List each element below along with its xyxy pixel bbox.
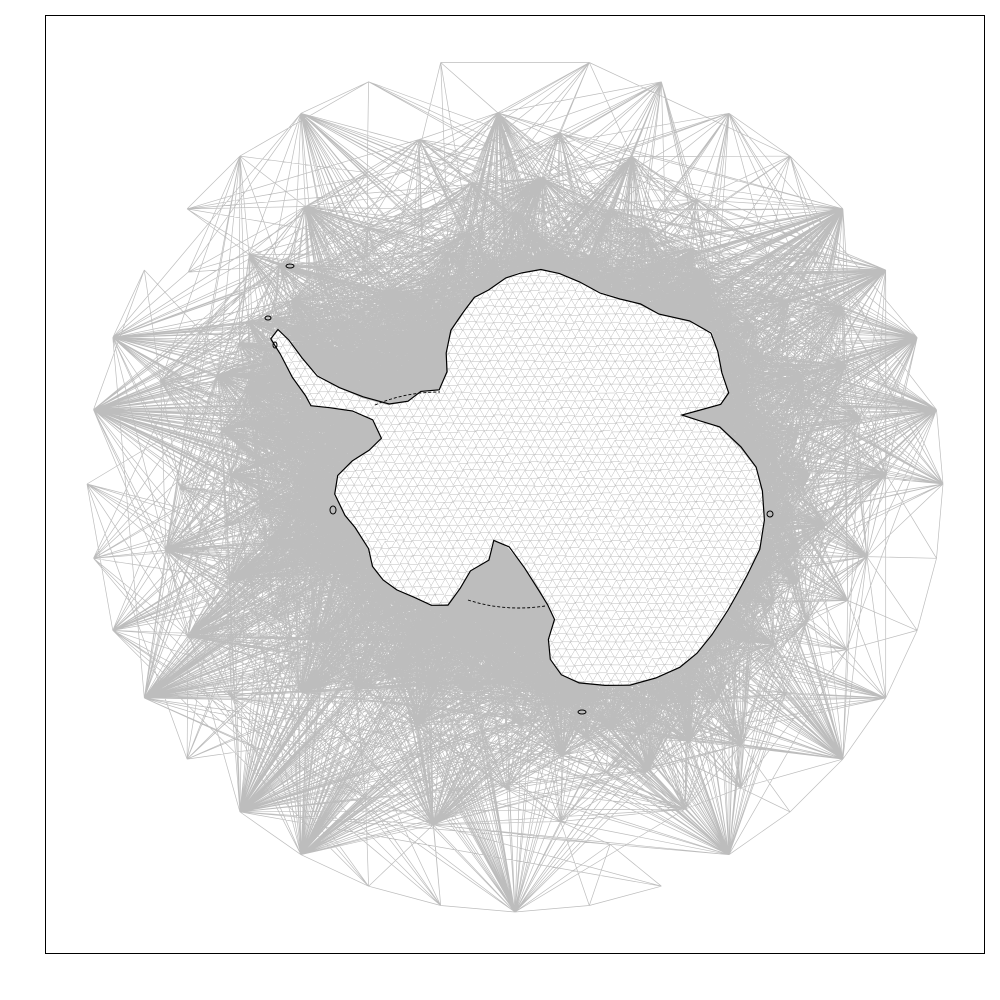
island-6 bbox=[766, 510, 774, 518]
coastline-outline bbox=[270, 268, 766, 687]
island-1 bbox=[285, 263, 295, 269]
coastline bbox=[264, 263, 774, 715]
island-4 bbox=[329, 505, 337, 515]
ice-shelf-front-1 bbox=[374, 391, 441, 406]
ice-shelf-front bbox=[374, 391, 546, 609]
island-2 bbox=[264, 315, 272, 321]
island-5 bbox=[577, 709, 587, 715]
ice-shelf-front-2 bbox=[467, 599, 546, 609]
island-3 bbox=[272, 341, 278, 349]
